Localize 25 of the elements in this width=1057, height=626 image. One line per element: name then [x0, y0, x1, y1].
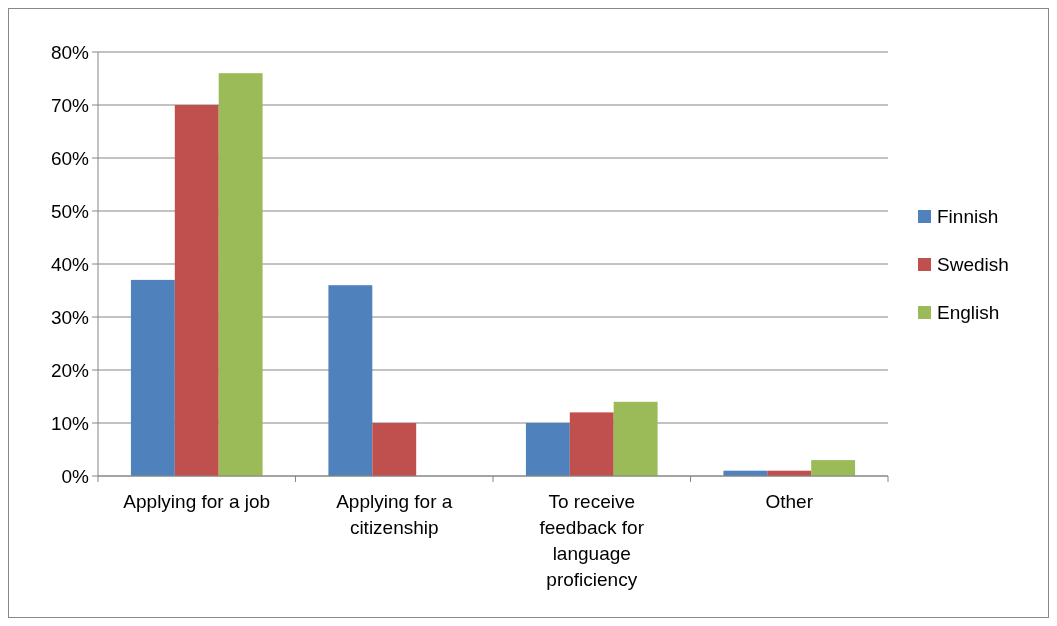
y-tick-label: 70% — [50, 94, 90, 116]
bar — [613, 401, 658, 476]
y-tick-label: 80% — [50, 41, 90, 63]
bar — [811, 460, 856, 476]
legend-label: Swedish — [937, 253, 1009, 275]
bar — [218, 73, 263, 476]
y-tick-label: 60% — [50, 147, 90, 169]
bar — [569, 412, 614, 476]
y-tick-label: 20% — [50, 359, 90, 381]
legend-label: English — [937, 301, 1000, 323]
x-tick-label: Other — [765, 491, 814, 512]
bar — [372, 423, 417, 476]
bar — [525, 423, 570, 476]
bar — [328, 285, 373, 476]
bar — [174, 105, 219, 476]
y-tick-label: 40% — [50, 253, 90, 275]
x-tick-label: To receive feedback for language proficiency — [539, 491, 645, 590]
bar — [130, 279, 175, 476]
y-tick-label: 50% — [50, 200, 90, 222]
y-tick-label: 10% — [50, 412, 90, 434]
y-tick-label: 30% — [50, 306, 90, 328]
y-tick-label: 0% — [61, 465, 90, 487]
x-tick-label: Applying for a job — [123, 491, 271, 512]
legend-label: Finnish — [937, 205, 999, 227]
x-tick-label: Applying for a citizenship — [336, 491, 453, 538]
